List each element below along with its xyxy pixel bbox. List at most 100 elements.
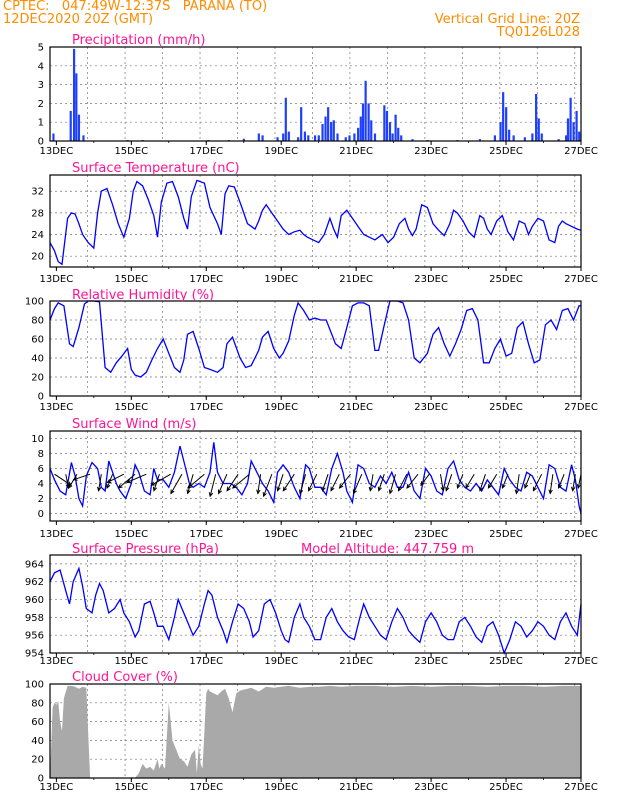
y-tick-label: 0 bbox=[38, 509, 44, 520]
x-tick-label: 27DEC bbox=[564, 402, 598, 413]
y-tick-label: 20 bbox=[31, 373, 44, 384]
wind-vector bbox=[65, 474, 69, 489]
wind-vector bbox=[107, 473, 125, 483]
precip-bar bbox=[411, 139, 414, 141]
panel-title: Surface Temperature (nC) bbox=[72, 161, 240, 176]
wind-vector bbox=[572, 474, 576, 491]
panel-3: 0 2 4 6 8 10 13DEC 15DEC 17DEC 19DEC 21DEC 23DEC 25D… bbox=[31, 417, 598, 540]
wind-arrowhead bbox=[557, 483, 562, 490]
x-tick-label: 27DEC bbox=[564, 656, 598, 667]
precip-bar bbox=[75, 73, 78, 141]
x-tick-label: 15DEC bbox=[114, 402, 148, 413]
y-tick-label: 0 bbox=[38, 774, 44, 785]
y-tick-label: 24 bbox=[31, 230, 44, 241]
wind-arrowhead bbox=[487, 483, 493, 489]
wind-vector bbox=[420, 473, 430, 486]
precip-bar bbox=[82, 135, 85, 141]
x-tick-label: 27DEC bbox=[564, 274, 598, 285]
y-tick-label: 2 bbox=[38, 494, 44, 505]
panel-5: 0 20 40 60 80 100 13DEC 15DEC 17DEC 19DEC 21DEC 23D… bbox=[25, 670, 598, 793]
x-tick-label: 27DEC bbox=[564, 529, 598, 540]
wind-vector bbox=[488, 473, 498, 489]
wind-vector bbox=[282, 473, 295, 491]
wind-vector bbox=[322, 474, 329, 491]
wind-vector bbox=[118, 473, 136, 489]
precip-bar bbox=[336, 133, 339, 141]
y-tick-label: 964 bbox=[25, 559, 44, 570]
x-tick-label: 15DEC bbox=[114, 146, 148, 157]
wind-vector bbox=[226, 473, 239, 491]
x-tick-label: 19DEC bbox=[264, 656, 298, 667]
wind-arrowhead bbox=[571, 486, 576, 492]
x-tick-label: 25DEC bbox=[489, 274, 523, 285]
wind-arrowhead bbox=[187, 484, 192, 489]
wind-arrowhead bbox=[548, 489, 553, 495]
panel-frame bbox=[49, 430, 582, 522]
x-tick-label: 17DEC bbox=[189, 146, 223, 157]
precip-bar bbox=[282, 133, 285, 141]
grid-note: Vertical Grid Line: 20Z bbox=[434, 12, 580, 27]
panel-2: 0 20 40 60 80 100 13DEC 15DEC 17DEC 19DEC 21DEC 23D… bbox=[25, 288, 598, 413]
wind-arrowhead bbox=[514, 489, 520, 495]
x-tick-label: 25DEC bbox=[489, 656, 523, 667]
y-tick-label: 956 bbox=[25, 631, 44, 642]
precip-bar bbox=[367, 103, 370, 141]
y-tick-label: 60 bbox=[31, 717, 44, 728]
x-tick-label: 19DEC bbox=[264, 529, 298, 540]
precip-bar bbox=[493, 135, 497, 141]
wind-arrowhead bbox=[397, 486, 402, 492]
wind-vector bbox=[465, 473, 475, 489]
x-tick-label: 17DEC bbox=[189, 529, 223, 540]
wind-arrowhead bbox=[282, 486, 288, 492]
wind-vector bbox=[209, 474, 217, 497]
x-tick-label: 13DEC bbox=[40, 274, 74, 285]
wind-vector bbox=[170, 473, 183, 494]
x-tick-label: 25DEC bbox=[489, 782, 523, 793]
y-tick-label: 80 bbox=[31, 698, 44, 709]
wind-vector bbox=[308, 473, 318, 491]
precip-bar bbox=[353, 133, 356, 141]
y-tick-label: 100 bbox=[25, 680, 44, 691]
x-tick-label: 15DEC bbox=[114, 274, 148, 285]
wind-vector bbox=[558, 474, 565, 489]
wind-vector bbox=[549, 474, 554, 494]
series-line bbox=[49, 300, 581, 378]
y-tick-label: 4 bbox=[38, 479, 44, 490]
precip-bar bbox=[276, 137, 279, 141]
series-line bbox=[49, 442, 582, 514]
precip-bar bbox=[508, 129, 511, 141]
x-tick-label: 15DEC bbox=[114, 529, 148, 540]
wind-arrowhead bbox=[226, 486, 231, 492]
wind-arrowhead bbox=[308, 486, 313, 492]
wind-arrowhead bbox=[501, 483, 506, 490]
precip-bar bbox=[297, 137, 300, 141]
y-tick-label: 0 bbox=[38, 137, 44, 148]
precip-bar bbox=[313, 135, 317, 141]
precip-bar bbox=[388, 122, 392, 141]
precip-bar bbox=[531, 133, 534, 141]
precip-bar bbox=[324, 116, 327, 141]
y-tick-label: 80 bbox=[31, 316, 44, 327]
precip-bar bbox=[300, 107, 303, 141]
y-tick-label: 962 bbox=[25, 577, 44, 588]
y-tick-label: 40 bbox=[31, 736, 44, 747]
wind-arrowhead bbox=[368, 486, 373, 492]
y-tick-label: 10 bbox=[31, 434, 44, 445]
precip-bar bbox=[370, 120, 373, 141]
wind-vector bbox=[501, 474, 509, 489]
precip-bar bbox=[557, 139, 560, 141]
x-tick-label: 23DEC bbox=[414, 529, 448, 540]
wind-arrowhead bbox=[276, 486, 281, 492]
wind-arrowhead bbox=[186, 489, 191, 495]
x-tick-label: 19DEC bbox=[264, 274, 298, 285]
precip-bar bbox=[364, 80, 367, 141]
precip-bar bbox=[537, 118, 540, 141]
precip-bar bbox=[330, 122, 333, 141]
wind-vector bbox=[126, 473, 147, 483]
wind-arrowhead bbox=[217, 489, 222, 495]
precip-bar bbox=[572, 122, 575, 141]
x-tick-label: 21DEC bbox=[339, 529, 373, 540]
x-tick-label: 17DEC bbox=[189, 274, 223, 285]
precip-bar bbox=[359, 116, 362, 141]
y-tick-label: 5 bbox=[38, 43, 44, 54]
